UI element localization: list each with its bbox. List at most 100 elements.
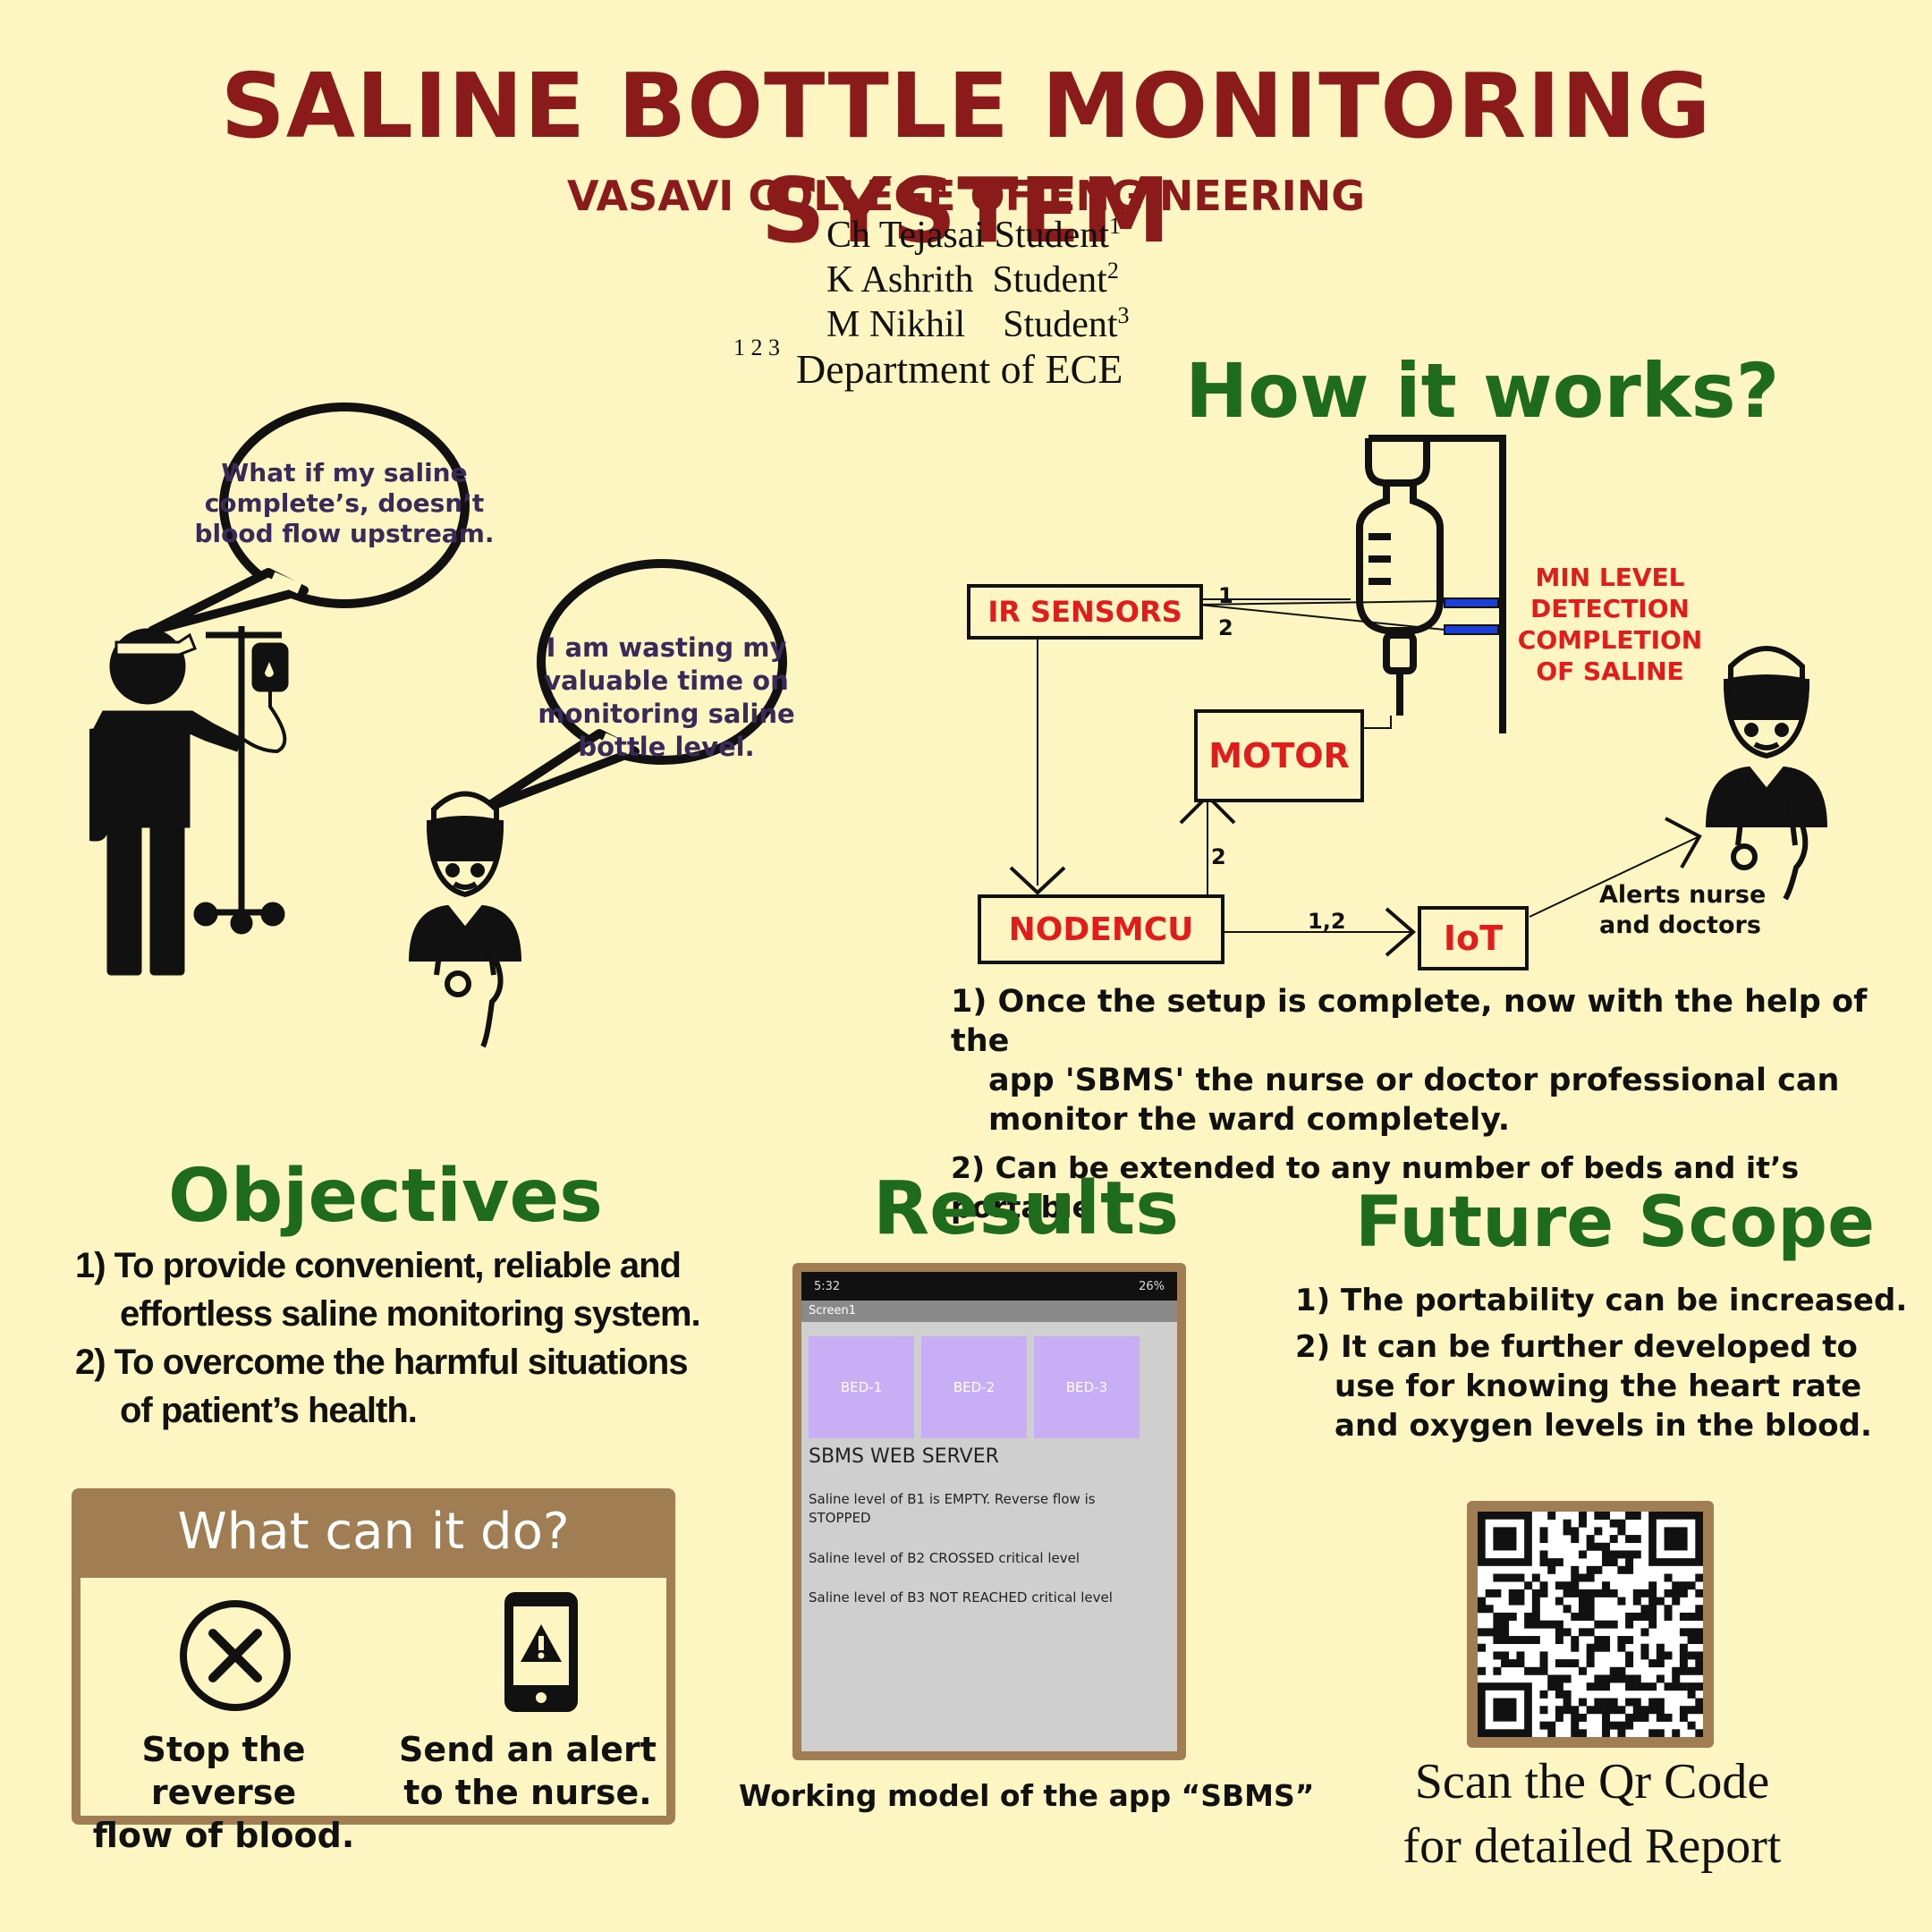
department-sup: 1 2 3 <box>733 335 780 360</box>
patient-speech-bubble <box>148 402 470 635</box>
patient-bubble-text: What if my saline complete’s, doesn’t bl… <box>192 458 496 549</box>
bubble-line: monitoring saline <box>538 699 795 729</box>
what-can-it-do-body: Stop the reverse flow of blood. Send an … <box>80 1578 666 1855</box>
objectives-list: 1) To provide convenient, reliable and e… <box>75 1241 701 1435</box>
future-line: 2) It can be further developed to <box>1295 1329 1858 1365</box>
phone-screen: 5:32 26% Screen1 BED-1 BED-2 BED-3 SBMS … <box>801 1272 1177 1751</box>
sensor-label-2: 2 <box>1218 615 1233 640</box>
nurse-figure <box>409 791 521 1048</box>
phone-alert-icon <box>504 1592 578 1712</box>
author-2: K Ashrith Student2 <box>826 258 1119 301</box>
phone-status-bar: 5:32 26% <box>801 1272 1177 1301</box>
nurse-bubble-text: I am wasting my valuable time on monitor… <box>528 631 805 764</box>
objective-line: effortless saline monitoring system. <box>120 1294 701 1334</box>
doctor-figure <box>1706 646 1827 901</box>
point-1-line: 1) Once the setup is complete, now with … <box>951 984 1868 1059</box>
iv-stand <box>193 626 289 935</box>
point-1-line: monitor the ward completely. <box>988 1102 1511 1138</box>
nurse-speech-bubble <box>479 559 787 814</box>
iot-block: IoT <box>1418 906 1529 970</box>
bed-3-message: Saline level of B3 NOT REACHED critical … <box>809 1589 1113 1606</box>
server-title: SBMS WEB SERVER <box>809 1445 999 1468</box>
future-scope-list: 1) The portability can be increased. 2) … <box>1295 1281 1912 1445</box>
bubble-line: I am wasting my <box>546 632 787 663</box>
min-level-line: COMPLETION <box>1517 625 1703 655</box>
qr-code-frame <box>1467 1501 1714 1748</box>
author-role: Student <box>1003 304 1118 345</box>
comic-illustration <box>89 402 787 1048</box>
phone-time: 5:32 <box>814 1279 841 1293</box>
ir-sensor-1 <box>1444 597 1499 608</box>
author-sup: 3 <box>1117 302 1130 328</box>
phone-title-bar: Screen1 <box>801 1301 1177 1322</box>
sensor-label-1: 1 <box>1218 583 1233 608</box>
bed-1-message: Saline level of B1 is EMPTY. Reverse flo… <box>809 1491 1096 1526</box>
bubble-line: blood flow upstream. <box>194 519 495 548</box>
objective-line: of patient’s health. <box>120 1391 418 1430</box>
bubble-line: bottle level. <box>578 732 755 762</box>
author-1: Ch Tejasai Student1 <box>826 213 1121 257</box>
app-screenshot: 5:32 26% Screen1 BED-1 BED-2 BED-3 SBMS … <box>792 1263 1186 1760</box>
author-name: Ch Tejasai <box>826 215 986 256</box>
future-line: and oxygen levels in the blood. <box>1335 1408 1872 1444</box>
stop-circle-icon <box>180 1600 291 1711</box>
min-level-line: MIN LEVEL <box>1535 563 1685 592</box>
alerts-line: Alerts nurse <box>1599 881 1767 909</box>
caption-line: to the nurse. <box>403 1773 652 1812</box>
future-line: use for knowing the heart rate <box>1335 1368 1862 1404</box>
caption-line: Send an alert <box>399 1730 657 1769</box>
objective-line: 2) To overcome the harmful situations <box>75 1343 689 1382</box>
point-2-line: 2) Can be extended to any number of beds… <box>951 1150 1800 1224</box>
phone-battery: 26% <box>1139 1279 1165 1293</box>
poster-title: SALINE BOTTLE MONITORING SYSTEM <box>220 54 1712 263</box>
min-level-label: MIN LEVEL DETECTION COMPLETION OF SALINE <box>1512 562 1708 687</box>
how-it-works-points: 1) Once the setup is complete, now with … <box>951 982 1917 1227</box>
point-1-line: app 'SBMS' the nurse or doctor professio… <box>988 1063 1840 1098</box>
nodemcu-block: NODEMCU <box>978 894 1224 964</box>
author-sup: 2 <box>1106 258 1119 284</box>
objective-line: 1) To provide convenient, reliable and <box>75 1246 682 1285</box>
send-alert-caption: Send an alert to the nurse. <box>394 1728 662 1814</box>
author-name: M Nikhil <box>826 304 966 345</box>
future-scope-heading: Future Scope <box>1355 1182 1876 1263</box>
motor-block: MOTOR <box>1194 709 1364 802</box>
bed-1-button[interactable]: BED-1 <box>809 1336 914 1438</box>
ir-sensors-block: IR SENSORS <box>967 584 1203 640</box>
stop-flow-caption: Stop the reverse flow of blood. <box>89 1728 358 1857</box>
future-line: 1) The portability can be increased. <box>1295 1283 1908 1318</box>
author-name: K Ashrith <box>826 259 974 301</box>
system-block-diagram <box>1009 435 1827 957</box>
iot-link-label: 1,2 <box>1308 909 1346 934</box>
bed-2-button[interactable]: BED-2 <box>921 1336 1027 1438</box>
bubble-line: What if my saline <box>221 458 468 487</box>
author-role: Student <box>992 259 1107 301</box>
bubble-line: valuable time on <box>544 665 789 696</box>
author-3: M Nikhil Student3 <box>826 302 1130 346</box>
college-name: VASAVI COLLEGE OF ENGINEERING <box>567 172 1365 220</box>
how-it-works-heading: How it works? <box>1185 347 1780 435</box>
min-level-line: OF SALINE <box>1536 657 1684 686</box>
author-role: Student <box>994 215 1109 256</box>
caption-line: flow of blood. <box>92 1816 355 1855</box>
bed-2-message: Saline level of B2 CROSSED critical leve… <box>809 1550 1080 1566</box>
bed-3-button[interactable]: BED-3 <box>1034 1336 1140 1438</box>
qr-caption-line: for detailed Report <box>1402 1818 1782 1874</box>
bottle-hook <box>1365 438 1430 487</box>
min-level-line: DETECTION <box>1530 594 1690 623</box>
results-caption: Working model of the app “SBMS” <box>739 1778 1315 1813</box>
results-heading: Results <box>873 1166 1180 1251</box>
qr-caption-line: Scan the Qr Code <box>1414 1754 1770 1809</box>
objectives-heading: Objectives <box>168 1154 603 1239</box>
alerts-line: and doctors <box>1599 911 1761 939</box>
department: Department of ECE <box>796 346 1123 392</box>
qr-code[interactable] <box>1478 1512 1703 1737</box>
what-can-it-do-card: What can it do? Stop the reverse flow of… <box>72 1488 675 1855</box>
saline-bottle <box>1356 483 1444 716</box>
alerts-label: Alerts nurse and doctors <box>1599 880 1766 941</box>
ir-sensor-2 <box>1444 624 1499 635</box>
bubble-line: complete’s, doesn’t <box>204 488 485 518</box>
qr-caption: Scan the Qr Code for detailed Report <box>1324 1750 1860 1878</box>
patient-figure <box>89 628 242 976</box>
what-can-it-do-heading: What can it do? <box>177 1503 570 1561</box>
motor-label-2: 2 <box>1211 844 1226 869</box>
